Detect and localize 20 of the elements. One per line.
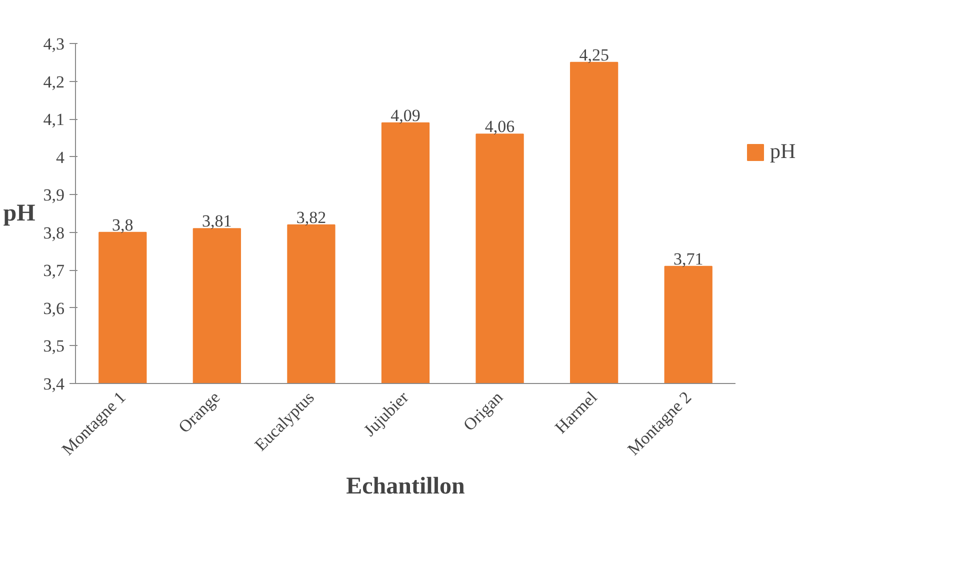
legend-label: pH [770, 139, 796, 164]
y-tick-label: 3,8 [43, 223, 64, 242]
y-tick-label: 4,1 [43, 110, 64, 130]
y-tick-label: 4,3 [43, 34, 64, 54]
data-label: 4,06 [484, 117, 515, 136]
x-axis-title: Echantillon [346, 474, 465, 500]
y-tick-label: 3,7 [43, 261, 65, 280]
data-label: 4,25 [579, 45, 609, 64]
y-axis-title: pH [3, 200, 36, 226]
y-tick-label: 4,2 [43, 72, 64, 92]
data-label: 3,81 [202, 212, 232, 231]
y-tick-label: 3,5 [43, 336, 64, 356]
y-tick-label: 3,9 [43, 186, 64, 205]
y-tick-label: 3,4 [43, 374, 65, 394]
data-label: 3,71 [673, 249, 704, 268]
data-label: 4,09 [390, 106, 420, 125]
y-tick-label: 4 [56, 148, 65, 167]
data-label: 3,8 [112, 215, 134, 234]
y-tick-label: 3,6 [43, 298, 64, 318]
data-label: 3,82 [296, 208, 326, 227]
